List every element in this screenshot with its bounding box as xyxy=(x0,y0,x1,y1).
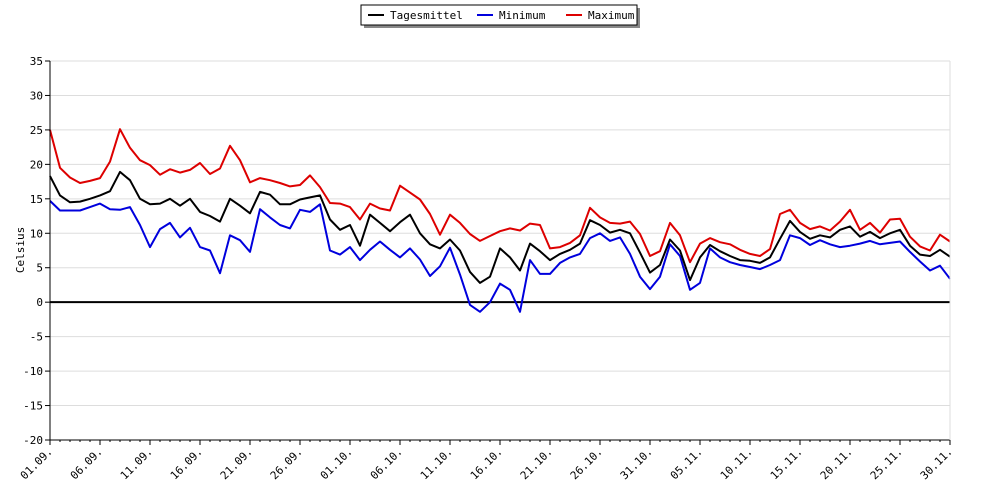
legend: Tagesmittel Minimum Maximum xyxy=(360,4,640,28)
y-tick-label: 0 xyxy=(36,296,43,309)
series-line-tagesmittel xyxy=(49,170,951,284)
y-tick-label: -5 xyxy=(30,331,43,344)
y-tick-label: 20 xyxy=(30,158,43,171)
x-tick-label: 10.11. xyxy=(718,445,755,482)
y-tick-label: -10 xyxy=(23,365,43,378)
y-tick-label: 35 xyxy=(30,55,43,68)
x-tick-label: 21.09. xyxy=(218,445,255,482)
y-tick-label: 5 xyxy=(36,262,43,275)
x-tick-label: 30.11. xyxy=(918,445,955,482)
x-tick-label: 20.11. xyxy=(818,445,855,482)
y-tick-label: 10 xyxy=(30,227,43,240)
grid xyxy=(50,60,950,441)
legend-label: Minimum xyxy=(499,9,546,22)
x-tick-label: 16.10. xyxy=(468,445,505,482)
x-tick-label: 26.09. xyxy=(268,445,305,482)
x-tick-label: 26.10. xyxy=(568,445,605,482)
y-tick-label: 25 xyxy=(30,124,43,137)
y-axis-ticks: 35 30 25 20 15 10 5 0 -5 -10 -15 -20 xyxy=(23,55,50,447)
series-line-minimum xyxy=(49,200,951,313)
x-tick-label: 06.10. xyxy=(368,445,405,482)
y-tick-label: -20 xyxy=(23,434,43,447)
legend-box xyxy=(360,4,638,26)
x-tick-label: 25.11. xyxy=(868,445,905,482)
y-tick-label: 15 xyxy=(30,193,43,206)
y-axis-label: Celsius xyxy=(14,227,27,273)
x-tick-label: 01.09. xyxy=(18,445,55,482)
x-tick-label: 15.11. xyxy=(768,445,805,482)
x-tick-label: 31.10. xyxy=(618,445,655,482)
x-tick-label: 16.09. xyxy=(168,445,205,482)
x-tick-label: 05.11. xyxy=(668,445,705,482)
series-line-maximum xyxy=(49,128,951,264)
x-tick-label: 06.09. xyxy=(68,445,105,482)
x-tick-label: 11.10. xyxy=(418,445,455,482)
x-tick-label: 11.09. xyxy=(118,445,155,482)
legend-label: Maximum xyxy=(588,9,635,22)
y-tick-label: 30 xyxy=(30,89,43,102)
legend-label: Tagesmittel xyxy=(390,9,463,22)
x-axis-ticks: 01.09. 06.09. 11.09. 16.09. 21.09. 26.09. 01.1… xyxy=(18,440,955,482)
x-tick-label: 21.10. xyxy=(518,445,555,482)
y-tick-label: -15 xyxy=(23,400,43,413)
series-group xyxy=(49,128,951,313)
x-tick-label: 01.10. xyxy=(318,445,355,482)
